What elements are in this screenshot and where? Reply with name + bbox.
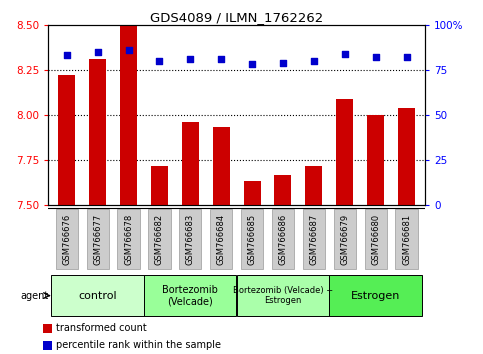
Bar — [182, 122, 199, 205]
Text: transformed count: transformed count — [56, 324, 147, 333]
Text: GSM766676: GSM766676 — [62, 213, 71, 264]
Bar — [398, 108, 415, 205]
Bar — [120, 26, 137, 205]
Point — [217, 56, 225, 62]
Bar — [43, 324, 52, 333]
Bar — [213, 127, 230, 205]
Text: control: control — [78, 291, 117, 301]
Text: GSM766678: GSM766678 — [124, 213, 133, 264]
Text: Estrogen: Estrogen — [351, 291, 400, 301]
FancyBboxPatch shape — [51, 275, 144, 316]
Bar — [274, 175, 291, 205]
Text: Bortezomib
(Velcade): Bortezomib (Velcade) — [162, 285, 218, 307]
Bar — [243, 181, 261, 205]
Point — [372, 55, 380, 60]
Text: Bortezomib (Velcade) +
Estrogen: Bortezomib (Velcade) + Estrogen — [233, 286, 333, 305]
Bar — [151, 166, 168, 205]
FancyBboxPatch shape — [86, 209, 109, 269]
FancyBboxPatch shape — [334, 209, 356, 269]
Point — [94, 49, 101, 55]
Bar — [58, 75, 75, 205]
FancyBboxPatch shape — [396, 209, 418, 269]
Text: agent: agent — [20, 291, 49, 301]
Text: GSM766679: GSM766679 — [340, 213, 349, 264]
Text: GSM766681: GSM766681 — [402, 213, 411, 264]
Point — [341, 51, 349, 57]
Text: GSM766685: GSM766685 — [248, 213, 256, 264]
Bar — [336, 99, 353, 205]
FancyBboxPatch shape — [329, 275, 422, 316]
FancyBboxPatch shape — [241, 209, 263, 269]
FancyBboxPatch shape — [365, 209, 387, 269]
Text: GSM766684: GSM766684 — [217, 213, 226, 264]
Text: GSM766680: GSM766680 — [371, 213, 380, 264]
Text: GSM766683: GSM766683 — [186, 213, 195, 264]
Point — [125, 47, 132, 53]
Point — [403, 55, 411, 60]
Bar — [89, 59, 106, 205]
FancyBboxPatch shape — [210, 209, 232, 269]
FancyBboxPatch shape — [303, 209, 325, 269]
Text: GSM766686: GSM766686 — [279, 213, 287, 264]
Point — [310, 58, 318, 64]
Text: GSM766687: GSM766687 — [310, 213, 318, 264]
Point — [279, 60, 287, 65]
Text: percentile rank within the sample: percentile rank within the sample — [56, 340, 221, 350]
FancyBboxPatch shape — [179, 209, 201, 269]
Bar — [367, 115, 384, 205]
FancyBboxPatch shape — [56, 209, 78, 269]
FancyBboxPatch shape — [117, 209, 140, 269]
FancyBboxPatch shape — [148, 209, 170, 269]
Text: GSM766677: GSM766677 — [93, 213, 102, 264]
Text: GSM766682: GSM766682 — [155, 213, 164, 264]
FancyBboxPatch shape — [237, 275, 329, 316]
Point — [156, 58, 163, 64]
FancyBboxPatch shape — [144, 275, 236, 316]
Bar — [305, 166, 322, 205]
Point — [63, 53, 71, 58]
FancyBboxPatch shape — [272, 209, 294, 269]
Bar — [43, 341, 52, 350]
Point — [186, 56, 194, 62]
Title: GDS4089 / ILMN_1762262: GDS4089 / ILMN_1762262 — [150, 11, 323, 24]
Point — [248, 62, 256, 67]
